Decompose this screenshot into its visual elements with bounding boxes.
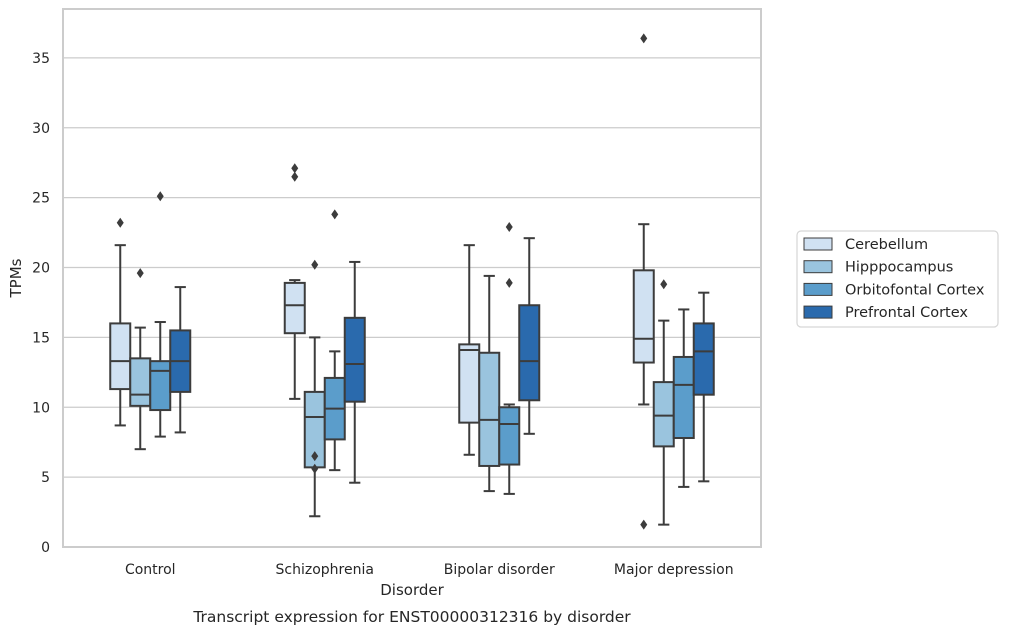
outlier-point: [291, 163, 299, 174]
box-hipppocampus: [652, 279, 675, 526]
outlier-point: [116, 217, 124, 228]
y-tick-label: 20: [32, 261, 50, 277]
box-prefrontal-cortex: [692, 291, 715, 483]
box-iqr: [498, 406, 521, 466]
box-prefrontal-cortex: [518, 237, 541, 435]
y-tick-label: 15: [32, 330, 50, 346]
box-prefrontal-cortex: [169, 286, 192, 434]
legend-label: Prefrontal Cortex: [845, 305, 968, 321]
box-iqr: [149, 360, 172, 412]
box-iqr: [129, 357, 152, 407]
box-iqr: [652, 381, 675, 448]
legend-swatch: [803, 237, 833, 251]
x-tick-label: Control: [125, 562, 176, 578]
box-cerebellum: [283, 163, 306, 400]
box-orbitofontal-cortex: [149, 191, 172, 438]
legend-label: Orbitofontal Cortex: [845, 282, 985, 298]
legend-swatch: [803, 305, 833, 319]
box-hipppocampus: [129, 268, 152, 451]
outlier-point: [136, 268, 144, 279]
x-tick-label: Bipolar disorder: [444, 562, 555, 578]
outlier-point: [311, 463, 319, 474]
y-tick-label: 5: [41, 470, 50, 486]
legend-label: Hipppocampus: [845, 260, 953, 276]
legend-swatch: [803, 282, 833, 296]
outlier-point: [505, 277, 513, 288]
y-tick-label: 35: [32, 51, 50, 67]
legend-swatch: [803, 260, 833, 274]
outlier-point: [660, 279, 668, 290]
legend-label: Cerebellum: [845, 237, 928, 253]
outlier-point: [156, 191, 164, 202]
box-iqr: [672, 355, 695, 440]
figure-caption: Transcript expression for ENST0000031231…: [192, 608, 631, 626]
box-iqr: [283, 281, 306, 335]
outlier-point: [331, 209, 339, 220]
legend-frame: [796, 230, 999, 328]
box-iqr: [458, 343, 481, 424]
y-tick-label: 25: [32, 191, 50, 207]
box-hipppocampus: [303, 259, 326, 518]
y-tick-labels: 0 5 10 15 20 25 30 35: [32, 51, 50, 556]
outlier-point: [640, 519, 648, 530]
y-tick-label: 10: [32, 400, 50, 416]
outlier-point: [640, 33, 648, 44]
y-tick-label: 0: [41, 540, 50, 556]
legend: Cerebellum Hipppocampus Orbitofontal Corte…: [796, 230, 999, 328]
box-iqr: [518, 304, 541, 402]
x-tick-label: Major depression: [614, 562, 734, 578]
plot-border: [62, 8, 762, 548]
box-hipppocampus: [478, 274, 501, 493]
x-axis-label: Disorder: [380, 581, 444, 599]
plot-frame: [62, 8, 762, 548]
box-prefrontal-cortex: [343, 260, 366, 484]
outlier-point: [311, 259, 319, 270]
box-cerebellum: [109, 217, 132, 427]
box-iqr: [632, 269, 655, 364]
box-orbitofontal-cortex: [672, 308, 695, 488]
box-iqr: [343, 316, 366, 403]
box-iqr: [109, 322, 132, 391]
y-axis-label: TPMs: [7, 258, 25, 298]
boxes: [109, 33, 715, 530]
y-tick-label: 30: [32, 121, 50, 137]
box-iqr: [478, 351, 501, 467]
box-orbitofontal-cortex: [498, 221, 521, 495]
box-cerebellum: [632, 33, 655, 530]
box-orbitofontal-cortex: [323, 209, 346, 472]
outlier-point: [291, 171, 299, 182]
x-tick-label: Schizophrenia: [276, 562, 374, 578]
outlier-point: [505, 221, 513, 232]
box-iqr: [692, 322, 715, 396]
x-tick-labels: Control Schizophrenia Bipolar disorder Majo…: [125, 562, 734, 578]
outlier-point: [311, 451, 319, 462]
